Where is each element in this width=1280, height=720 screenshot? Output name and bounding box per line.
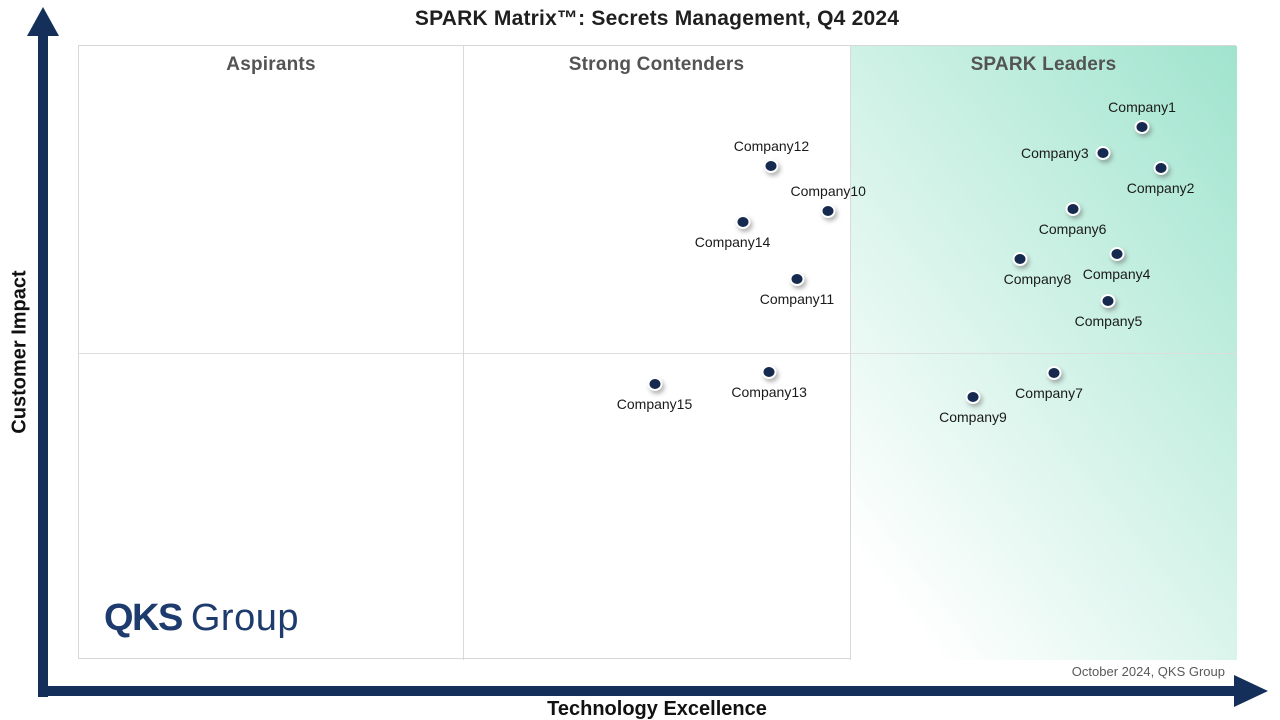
data-point-label: Company3: [1020, 144, 1089, 161]
data-point: [1065, 201, 1081, 216]
plot-area: Aspirants Strong Contenders SPARK Leader…: [78, 45, 1237, 660]
data-point-label: Company2: [1126, 180, 1195, 197]
data-point: [763, 158, 779, 173]
x-axis-arrowhead-icon: [1234, 675, 1268, 707]
data-point: [820, 204, 836, 219]
data-point: [1153, 161, 1169, 176]
y-axis-line: [38, 34, 48, 697]
data-point-label: Company13: [731, 384, 807, 401]
data-point: [789, 271, 805, 286]
data-point-label: Company1: [1108, 99, 1176, 116]
logo-text-qks: QKS: [104, 597, 183, 639]
data-point: [1109, 247, 1125, 262]
data-point-label: Company11: [759, 290, 835, 307]
data-point: [1134, 120, 1150, 135]
y-axis-arrowhead-icon: [27, 7, 59, 36]
quadrant-label-aspirants: Aspirants: [226, 54, 316, 75]
y-axis-label: Customer Impact: [8, 270, 31, 434]
data-point-label: Company10: [790, 183, 866, 200]
data-point: [761, 365, 777, 380]
logo-text-group: Group: [190, 597, 299, 639]
footnote: October 2024, QKS Group: [1071, 664, 1225, 679]
data-point: [1095, 145, 1111, 160]
data-point-label: Company4: [1082, 266, 1151, 283]
data-point: [735, 215, 751, 230]
quadrant-label-spark-leaders: SPARK Leaders: [970, 54, 1117, 75]
data-point-label: Company15: [616, 396, 693, 413]
data-point: [647, 377, 663, 392]
data-point: [1012, 252, 1028, 267]
data-point: [1046, 366, 1062, 381]
quadrant-label-strong-contenders: Strong Contenders: [568, 54, 745, 75]
x-axis-label: Technology Excellence: [547, 698, 767, 720]
data-point-label: Company6: [1038, 220, 1107, 237]
data-point-label: Company8: [1003, 271, 1072, 288]
x-axis-line: [38, 686, 1234, 696]
data-point: [1100, 293, 1116, 308]
data-point-label: Company7: [1015, 385, 1083, 402]
grid-hline: [79, 353, 1237, 354]
data-point-label: Company5: [1074, 312, 1143, 329]
qks-group-logo: QKS Group: [104, 597, 299, 640]
data-point: [965, 390, 981, 405]
data-point-label: Company9: [939, 409, 1007, 426]
data-point-label: Company12: [733, 137, 810, 154]
page-title: SPARK Matrix™: Secrets Management, Q4 20…: [414, 7, 900, 30]
data-point-label: Company14: [694, 234, 771, 251]
